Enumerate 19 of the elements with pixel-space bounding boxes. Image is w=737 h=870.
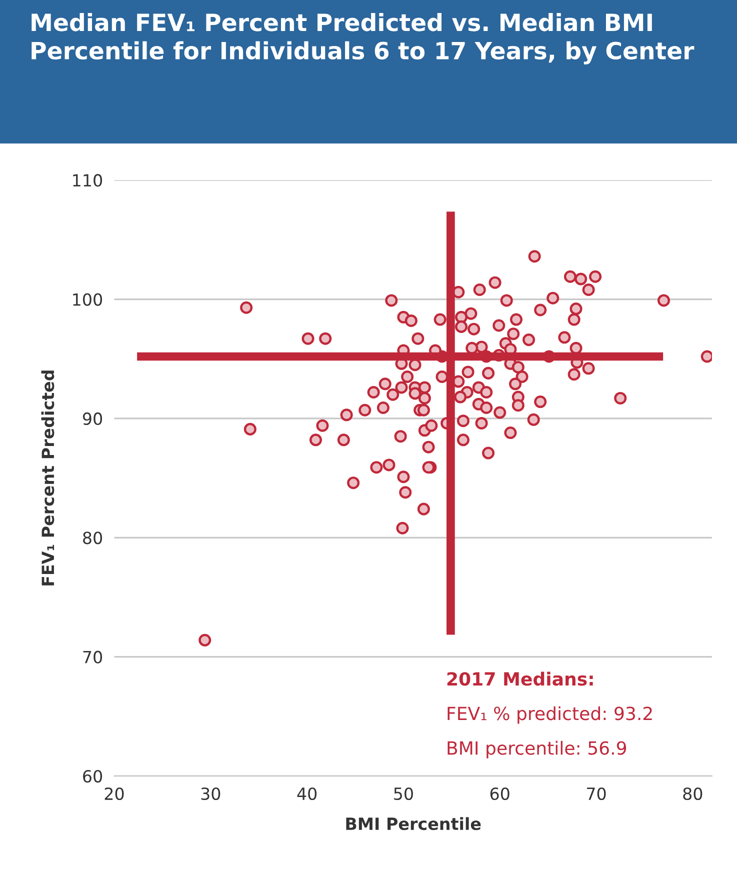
y-tick-label: 110 (73, 174, 102, 187)
x-tick-label: 80 (683, 787, 702, 800)
x-axis-title: BMI Percentile (346, 817, 481, 830)
x-tick-label: 50 (394, 787, 413, 800)
y-tick-label: 70 (83, 650, 102, 664)
x-tick-label: 40 (297, 787, 317, 800)
annotation: FEV₁ % predicted: 93.2 (448, 706, 652, 724)
chart-title: Median FEV₁ Percent Predicted vs. Median BMI Percentile for Individuals 6 to 17 Years, by Center (32, 13, 694, 64)
y-tick-label: 60 (83, 770, 102, 783)
x-tick-label: 30 (201, 787, 220, 800)
annotation: 2017 Medians: (447, 672, 593, 686)
x-tick-label: 60 (490, 787, 510, 800)
y-axis-title: FEV₁ Percent Predicted (41, 370, 54, 586)
y-tick-label: 90 (82, 412, 102, 426)
x-tick-label: 20 (104, 787, 124, 800)
y-tick-label: 100 (73, 293, 102, 306)
x-tick-label: 70 (587, 787, 606, 800)
y-tick-label: 80 (83, 532, 102, 544)
annotation: BMI percentile: 56.9 (448, 740, 626, 758)
